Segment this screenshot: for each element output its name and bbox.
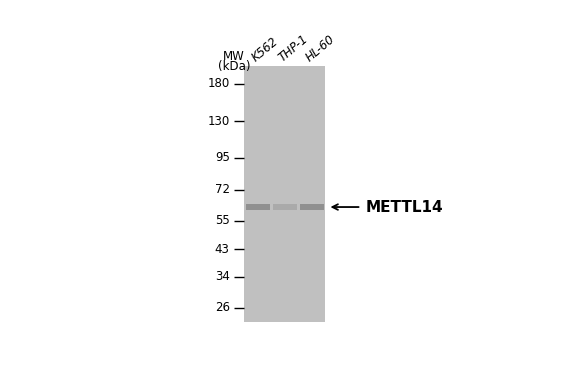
- Text: K562: K562: [249, 35, 281, 64]
- Bar: [246, 204, 270, 210]
- Text: HL-60: HL-60: [303, 33, 338, 64]
- Bar: [300, 204, 324, 210]
- Bar: [244, 66, 325, 322]
- Text: 72: 72: [215, 183, 230, 196]
- Bar: [272, 204, 297, 210]
- Text: 130: 130: [207, 115, 230, 128]
- Text: 180: 180: [207, 77, 230, 90]
- Text: 55: 55: [215, 214, 230, 228]
- Text: 34: 34: [215, 270, 230, 283]
- Text: (kDa): (kDa): [218, 60, 250, 73]
- Text: 26: 26: [215, 301, 230, 314]
- Text: METTL14: METTL14: [366, 200, 443, 215]
- Text: THP-1: THP-1: [276, 32, 311, 64]
- Text: 95: 95: [215, 151, 230, 164]
- Text: 43: 43: [215, 243, 230, 256]
- Text: MW: MW: [223, 50, 245, 63]
